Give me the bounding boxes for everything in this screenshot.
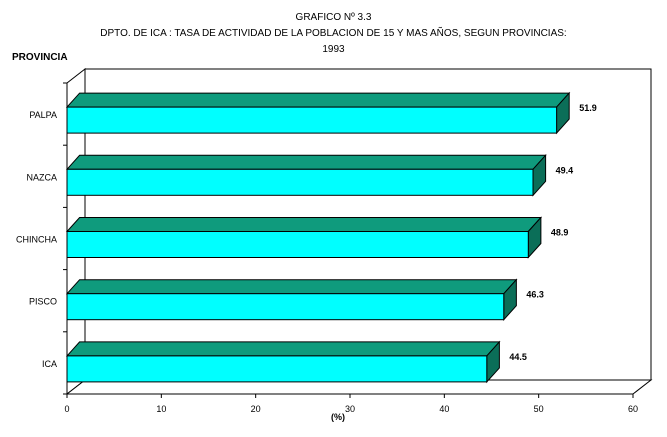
- bar-top-face: [65, 154, 547, 170]
- data-label: 46.3: [526, 290, 544, 300]
- bar: [66, 231, 529, 258]
- x-tick-label: 10: [156, 404, 166, 414]
- x-axis-label: (%): [331, 412, 345, 422]
- category-label: ICA: [42, 359, 57, 369]
- bar: [66, 293, 505, 321]
- category-label: PALPA: [29, 110, 57, 120]
- x-tick-label: 60: [628, 404, 638, 414]
- x-tick-label: 20: [251, 404, 261, 414]
- y-axis-label: PROVINCIA: [12, 52, 68, 63]
- data-label: 44.5: [509, 352, 527, 362]
- chart-year: 1993: [322, 44, 345, 55]
- category-label: NAZCA: [26, 172, 57, 182]
- chart-subtitle: DPTO. DE ICA : TASA DE ACTIVIDAD DE LA P…: [100, 28, 567, 39]
- bar-top-face: [65, 341, 501, 357]
- category-label: PISCO: [29, 297, 57, 307]
- x-tick-label: 50: [534, 404, 544, 414]
- category-label: CHINCHA: [16, 235, 57, 245]
- bar-top-face: [65, 279, 518, 295]
- bar: [66, 355, 488, 383]
- data-label: 49.4: [556, 165, 574, 175]
- data-label: 51.9: [579, 103, 597, 113]
- x-tick-label: 0: [64, 404, 69, 414]
- data-label: 48.9: [551, 228, 569, 238]
- bar: [66, 106, 558, 134]
- chart-title: GRAFICO Nº 3.3: [295, 12, 372, 23]
- bar-top-face: [65, 217, 543, 232]
- x-tick-label: 30: [345, 404, 355, 414]
- bar-top-face: [65, 92, 571, 108]
- x-tick-label: 40: [439, 404, 449, 414]
- bar: [66, 168, 534, 196]
